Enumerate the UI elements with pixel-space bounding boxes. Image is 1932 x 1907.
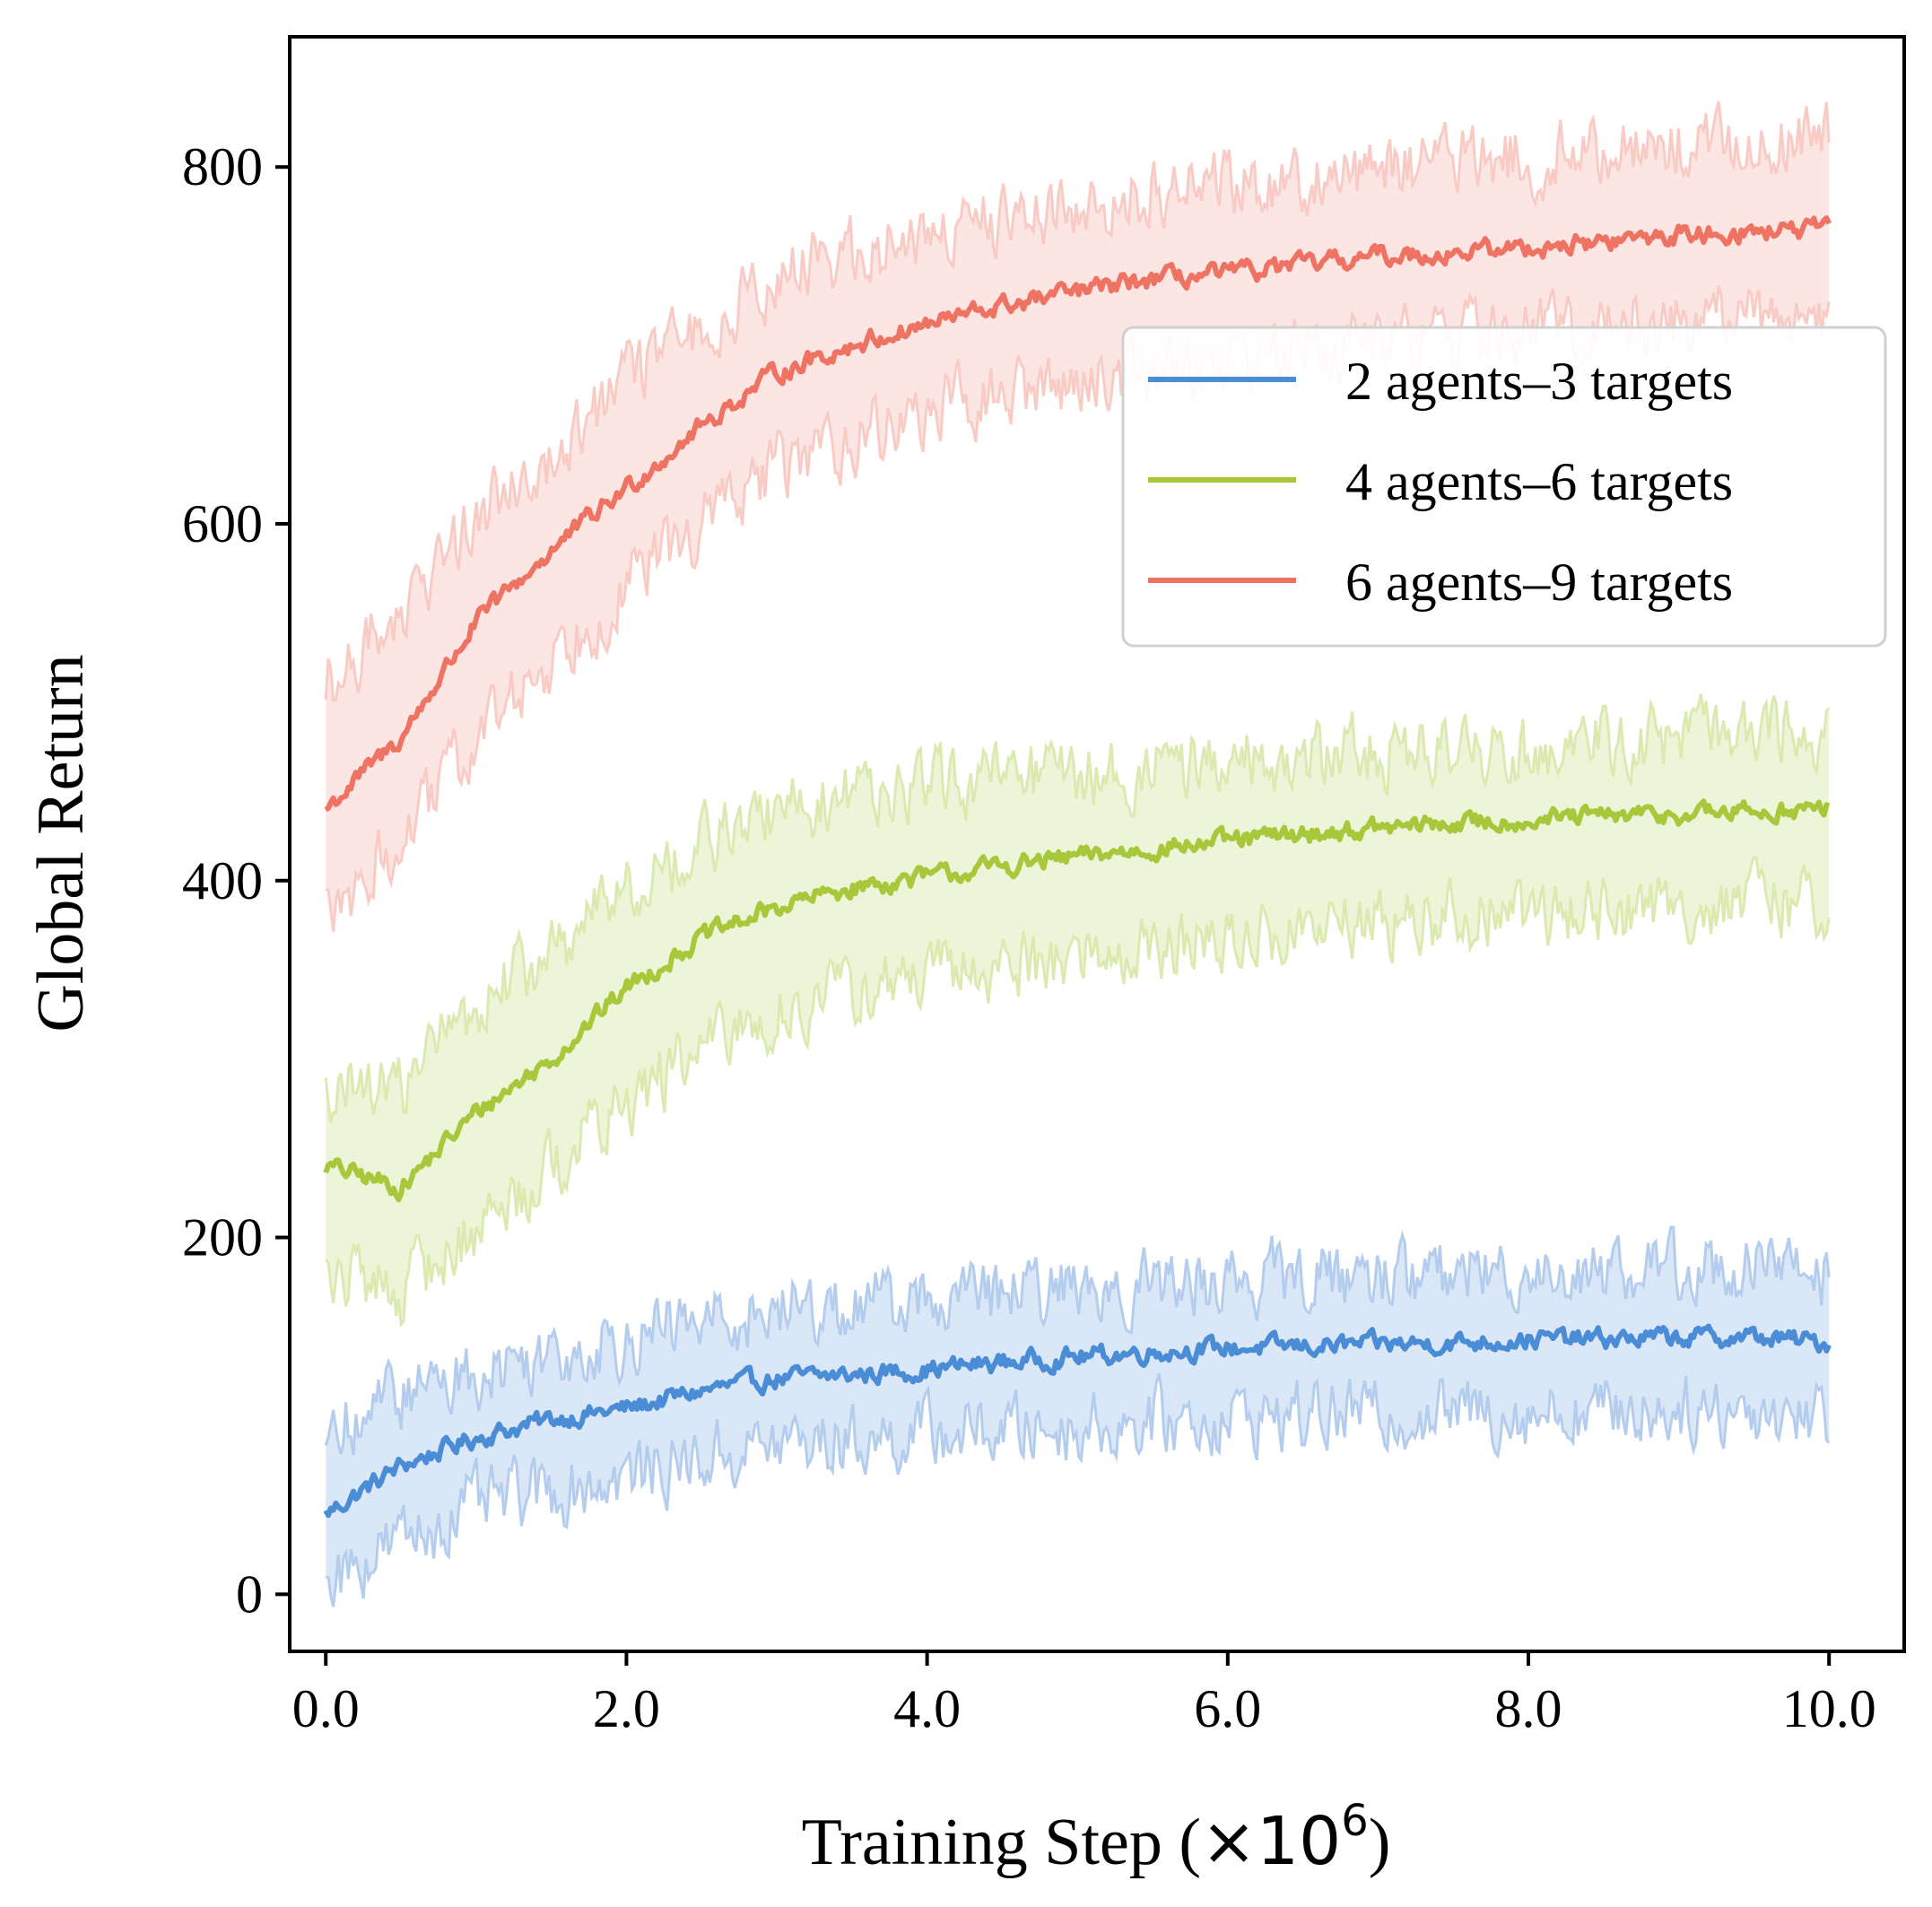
band-upper-2-agents — [324, 1225, 1831, 1456]
legend: 2 agents–3 targets 4 agents–6 targets 6 … — [1121, 326, 1887, 648]
band-lower-2-agents — [326, 1372, 1831, 1607]
y-tick-label: 800 — [182, 137, 263, 196]
legend-box — [1121, 326, 1887, 648]
line-2-agents — [323, 1323, 1832, 1519]
x-tick-label: 10.0 — [1782, 1679, 1876, 1738]
y-tick-label: 200 — [182, 1208, 263, 1267]
mean-lines — [323, 215, 1832, 1519]
legend-label-4-agents: 4 agents–6 targets — [1345, 452, 1733, 511]
band-2-agents — [326, 1227, 1830, 1607]
band-lower-4-agents — [325, 855, 1831, 1328]
band-6-agents — [326, 101, 1830, 932]
x-axis-ticks: 0.0 2.0 4.0 6.0 8.0 10.0 — [292, 1651, 1876, 1738]
x-axis-label: Training Step (×106) — [802, 1796, 1391, 1880]
y-axis-label: Global Return — [24, 654, 98, 1032]
legend-label-2-agents: 2 agents–3 targets — [1345, 352, 1733, 411]
confidence-bands — [324, 100, 1831, 1607]
y-tick-label: 0 — [236, 1564, 263, 1624]
band-4-agents — [326, 693, 1830, 1325]
plot-frame — [288, 35, 1906, 1653]
y-tick-label: 600 — [182, 494, 263, 553]
x-tick-label: 0.0 — [292, 1679, 360, 1738]
x-tick-label: 2.0 — [593, 1679, 660, 1738]
line-6-agents — [324, 215, 1832, 813]
band-upper-6-agents — [324, 100, 1831, 702]
y-axis-ticks: 0 200 400 600 800 — [182, 137, 290, 1624]
legend-label-6-agents: 6 agents–9 targets — [1345, 553, 1733, 612]
x-tick-label: 6.0 — [1194, 1679, 1261, 1738]
x-tick-label: 8.0 — [1495, 1679, 1562, 1738]
line-4-agents — [323, 798, 1831, 1203]
y-tick-label: 400 — [182, 851, 263, 910]
band-upper-4-agents — [324, 693, 1831, 1123]
x-tick-label: 4.0 — [893, 1679, 961, 1738]
